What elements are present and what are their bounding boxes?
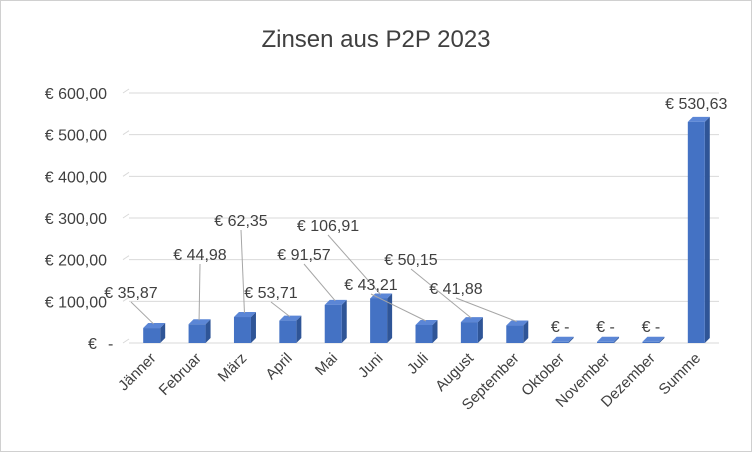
gridline-depth <box>122 255 130 261</box>
bar-top <box>506 320 529 326</box>
data-label: € - <box>596 319 615 336</box>
bar <box>597 341 615 343</box>
gridline-depth <box>122 213 130 219</box>
x-tick-label: Februar <box>156 350 205 399</box>
bar-side <box>432 319 438 343</box>
y-tick-label: € 500,00 <box>45 128 107 145</box>
data-label: € 62,35 <box>214 213 267 230</box>
y-tick-label: € 300,00 <box>45 211 107 228</box>
y-tick-label: € 100,00 <box>45 294 107 311</box>
bar <box>415 324 433 343</box>
data-labels: € 35,87 € 44,98 € 62,35 € 53,71 € 91,57 € 106… <box>104 96 727 336</box>
bar <box>506 325 524 343</box>
bar-side <box>523 320 529 343</box>
data-label: € 53,71 <box>244 285 297 302</box>
bar-side <box>387 293 393 343</box>
bar-side <box>659 336 665 343</box>
bar <box>642 341 660 343</box>
bar <box>188 324 206 343</box>
gridline-depth <box>122 171 130 177</box>
bar <box>143 328 161 343</box>
bar <box>551 341 569 343</box>
bar-top <box>597 336 620 342</box>
y-axis-ticks: € - € 100,00 € 200,00 € 300,00 € 400,00 € 500,… <box>45 86 114 353</box>
data-label: € - <box>551 319 570 336</box>
leader-line <box>370 293 427 322</box>
data-label: € 106,91 <box>297 218 359 235</box>
x-tick-label: Juni <box>355 350 386 381</box>
x-tick-label: April <box>262 350 295 383</box>
bar-side <box>250 312 256 343</box>
data-label: € 91,57 <box>277 247 330 264</box>
bar-side <box>477 317 483 343</box>
bar-top <box>642 336 665 342</box>
bars <box>143 116 710 343</box>
data-label: € 530,63 <box>665 96 727 113</box>
data-label: € 44,98 <box>173 247 226 264</box>
bar-top <box>143 323 166 329</box>
x-tick-label: Summe <box>656 350 705 399</box>
bar-side <box>614 336 620 343</box>
bar-top <box>188 319 211 325</box>
bar <box>279 320 297 343</box>
bar-top <box>233 312 256 318</box>
chart-title: Zinsen aus P2P 2023 <box>261 26 490 53</box>
bar-side <box>205 319 211 343</box>
bar-top <box>415 319 438 325</box>
gridline-depth <box>122 88 130 94</box>
leader-line <box>198 263 201 321</box>
x-tick-label: Jänner <box>115 350 159 394</box>
bar-side <box>160 323 166 343</box>
x-tick-label: August <box>432 349 478 395</box>
leader-line <box>130 301 155 325</box>
bar-top <box>370 293 393 299</box>
bar <box>324 304 342 343</box>
leader-line <box>303 263 336 302</box>
bar <box>233 317 251 343</box>
bar-top <box>324 299 347 305</box>
data-label: € 41,88 <box>429 281 482 298</box>
y-tick-label: - <box>108 336 113 353</box>
x-tick-label: Mai <box>312 350 341 379</box>
leader-line <box>455 297 517 323</box>
bar-top <box>687 116 710 122</box>
gridlines <box>122 88 719 344</box>
y-tick-label: € 600,00 <box>45 86 107 103</box>
data-label: € 35,87 <box>104 285 157 302</box>
bar <box>370 298 388 343</box>
data-label: € 43,21 <box>344 277 397 294</box>
gridline-depth <box>122 296 130 302</box>
bar-top <box>551 336 574 342</box>
data-label: € - <box>642 319 661 336</box>
bar-top <box>279 315 302 321</box>
y-tick-label: € 400,00 <box>45 169 107 186</box>
x-tick-label: März <box>215 350 251 386</box>
bar-side <box>568 336 574 343</box>
y-tick-label: € <box>88 336 97 353</box>
gridline-depth <box>122 338 130 344</box>
y-tick-label: € 200,00 <box>45 253 107 270</box>
bar <box>687 121 705 343</box>
bar-side <box>296 315 302 343</box>
x-tick-label: Juli <box>404 350 432 378</box>
bar-top <box>460 317 483 323</box>
leader-line <box>270 301 291 318</box>
leader-lines <box>130 229 517 325</box>
data-label: € 50,15 <box>384 252 437 269</box>
leader-line <box>327 234 381 295</box>
leader-line <box>240 229 245 314</box>
gridline-depth <box>122 130 130 136</box>
bar-side <box>341 299 347 343</box>
bar <box>460 322 478 343</box>
bar-side <box>704 116 710 343</box>
leader-line <box>410 268 472 319</box>
